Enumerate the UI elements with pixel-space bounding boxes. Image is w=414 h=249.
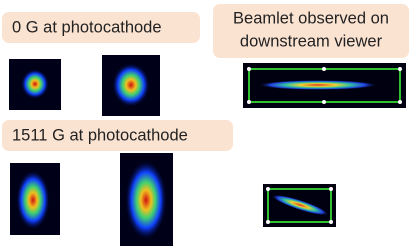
beam-image bbox=[10, 163, 60, 235]
label: downstream viewer bbox=[240, 32, 383, 50]
label: 1511 G at photocathode bbox=[12, 126, 188, 144]
beam-image bbox=[9, 59, 61, 110]
label: Beamlet observed on bbox=[233, 9, 389, 27]
beam-image bbox=[102, 55, 160, 116]
beam-image bbox=[120, 153, 173, 246]
viewer-image bbox=[263, 184, 336, 227]
figure: 0 G at photocathode Beamlet observed on … bbox=[0, 0, 414, 249]
label: 0 G at photocathode bbox=[12, 18, 162, 36]
viewer-image bbox=[243, 63, 406, 108]
